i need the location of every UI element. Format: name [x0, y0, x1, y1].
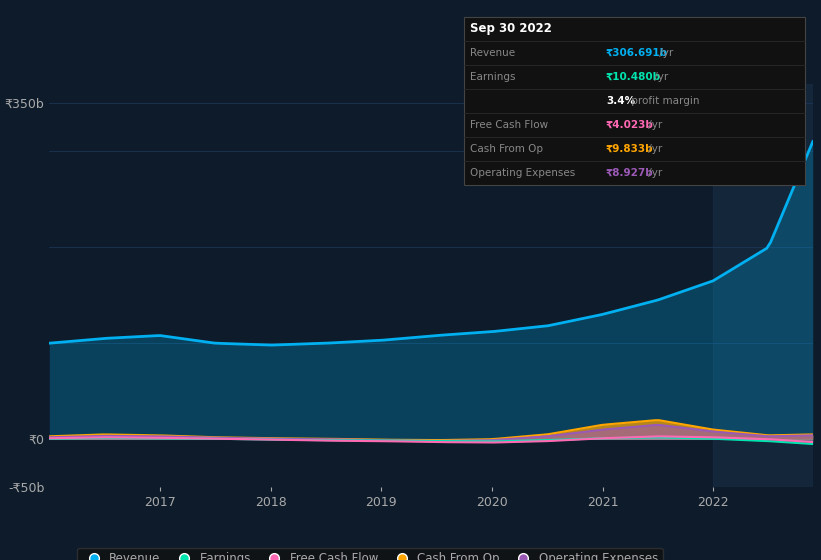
Text: Operating Expenses: Operating Expenses: [470, 168, 576, 178]
Text: profit margin: profit margin: [628, 96, 699, 106]
Text: ₹9.833b: ₹9.833b: [606, 144, 654, 154]
Text: /yr: /yr: [645, 168, 663, 178]
Text: Cash From Op: Cash From Op: [470, 144, 544, 154]
Text: ₹306.691b: ₹306.691b: [606, 48, 668, 58]
Text: /yr: /yr: [656, 48, 673, 58]
Text: ₹8.927b: ₹8.927b: [606, 168, 654, 178]
Text: 3.4%: 3.4%: [606, 96, 635, 106]
Text: /yr: /yr: [645, 144, 663, 154]
Text: Sep 30 2022: Sep 30 2022: [470, 22, 553, 35]
Text: Earnings: Earnings: [470, 72, 516, 82]
Text: ₹10.480b: ₹10.480b: [606, 72, 661, 82]
Text: ₹4.023b: ₹4.023b: [606, 120, 654, 130]
Bar: [713, 84, 813, 487]
Text: Revenue: Revenue: [470, 48, 516, 58]
Text: /yr: /yr: [650, 72, 667, 82]
Legend: Revenue, Earnings, Free Cash Flow, Cash From Op, Operating Expenses: Revenue, Earnings, Free Cash Flow, Cash …: [77, 548, 663, 560]
Text: Free Cash Flow: Free Cash Flow: [470, 120, 548, 130]
Text: /yr: /yr: [645, 120, 663, 130]
